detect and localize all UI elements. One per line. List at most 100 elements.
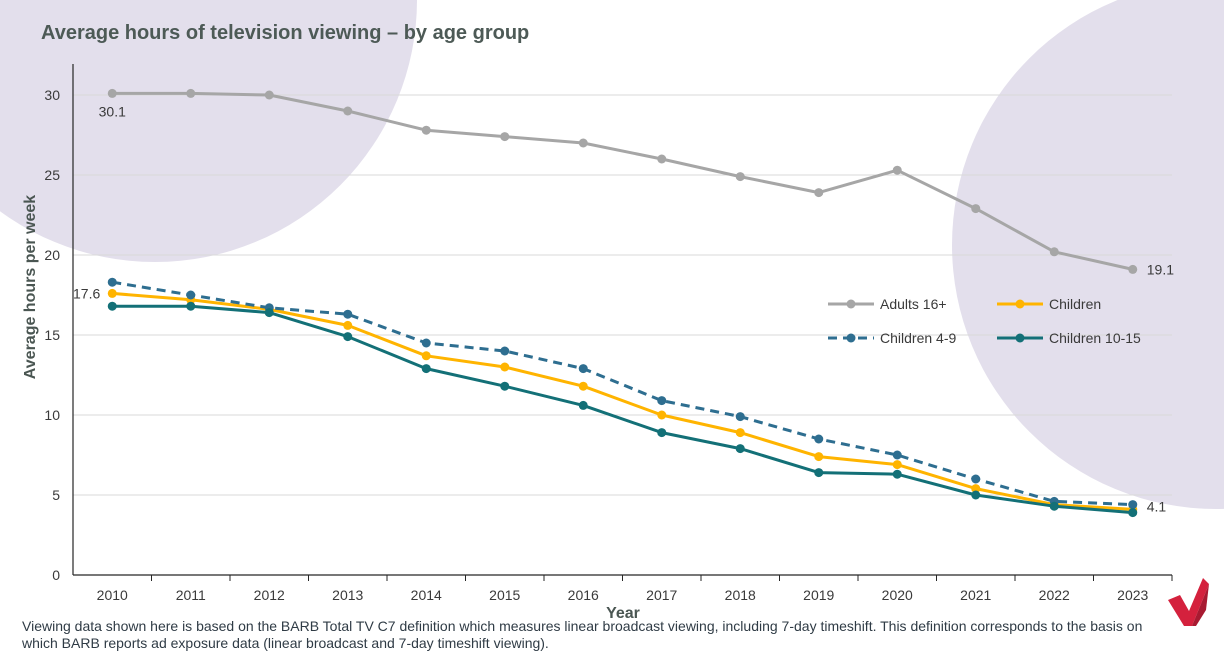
- legend-item: Children 10-15: [997, 330, 1141, 346]
- data-point: [657, 154, 667, 164]
- series-line-children-4-9: [112, 280, 1133, 507]
- y-tick-label: 10: [44, 407, 60, 423]
- y-tick-label: 25: [44, 167, 60, 183]
- data-point: [186, 301, 196, 311]
- data-point: [578, 400, 588, 410]
- data-point: [971, 474, 981, 484]
- data-point: [657, 396, 667, 406]
- y-tick-label: 20: [44, 247, 60, 263]
- y-tick-label: 0: [52, 567, 60, 583]
- series-line-adults-16-: [112, 91, 1134, 271]
- data-point: [578, 364, 588, 374]
- legend-marker: [846, 333, 856, 343]
- x-tick-label: 2020: [882, 587, 913, 603]
- data-point: [107, 88, 117, 98]
- y-tick-label: 30: [44, 87, 60, 103]
- data-point: [343, 320, 353, 330]
- data-point: [1049, 501, 1059, 511]
- y-tick-labels: 0 5 10 15 20 25 30: [44, 87, 60, 583]
- data-point: [186, 88, 196, 98]
- legend-item: Children 4-9: [828, 330, 956, 346]
- data-point: [892, 165, 902, 175]
- y-tick-label: 15: [44, 327, 60, 343]
- x-tick-label: 2011: [176, 587, 206, 603]
- data-label: 19.1: [1147, 261, 1174, 277]
- legend-marker: [1015, 299, 1025, 309]
- chart-title: Average hours of television viewing – by…: [41, 22, 529, 44]
- x-tick-label: 2019: [803, 587, 834, 603]
- x-tick-label: 2013: [332, 587, 363, 603]
- data-point: [1128, 508, 1138, 518]
- data-point: [421, 351, 431, 361]
- data-point: [343, 106, 353, 116]
- x-tick-label: 2015: [489, 587, 520, 603]
- legend-item: Children: [997, 296, 1101, 312]
- brand-check-icon: [1168, 578, 1209, 626]
- x-tick-labels: 2010 2011 2012 2013 2014 2015 2016 2017 2018 2019…: [97, 575, 1173, 603]
- legend-label: Adults 16+: [880, 296, 947, 312]
- data-point: [343, 332, 353, 342]
- data-point: [421, 364, 431, 374]
- x-tick-label: 2016: [568, 587, 599, 603]
- y-axis-title: Average hours per week: [22, 195, 39, 379]
- data-point: [657, 410, 667, 420]
- data-point: [107, 288, 117, 298]
- x-tick-label: 2022: [1039, 587, 1070, 603]
- data-point: [892, 460, 902, 470]
- data-point: [264, 90, 274, 100]
- x-tick-label: 2010: [97, 587, 128, 603]
- data-point: [657, 428, 667, 438]
- background-circle-left: [0, 0, 417, 262]
- data-point: [107, 277, 117, 287]
- data-point: [578, 138, 588, 148]
- legend-label: Children: [1049, 296, 1101, 312]
- legend: Adults 16+ Children Children 4-9 Children 1…: [828, 296, 1141, 346]
- data-point: [814, 452, 824, 462]
- data-point: [186, 290, 196, 300]
- x-tick-label: 2021: [960, 587, 991, 603]
- legend-label: Children 10-15: [1049, 330, 1141, 346]
- footnote: Viewing data shown here is based on the …: [22, 618, 1143, 651]
- data-point: [892, 469, 902, 479]
- data-point: [971, 204, 981, 214]
- x-tick-label: 2017: [646, 587, 677, 603]
- data-labels: 30.1 19.1 17.6 4.1: [73, 103, 1174, 514]
- data-point: [1128, 264, 1138, 274]
- legend-marker: [846, 299, 856, 309]
- y-tick-label: 5: [52, 487, 60, 503]
- x-tick-label: 2012: [254, 587, 285, 603]
- data-point: [500, 132, 510, 142]
- data-point: [735, 412, 745, 422]
- data-point: [500, 346, 510, 356]
- data-point: [971, 490, 981, 500]
- data-label: 4.1: [1147, 498, 1167, 514]
- data-point: [500, 381, 510, 391]
- data-point: [1049, 247, 1059, 257]
- data-point: [892, 450, 902, 460]
- legend-item: Adults 16+: [828, 296, 947, 312]
- series-line-children-10-15: [112, 304, 1133, 515]
- data-label: 17.6: [73, 285, 100, 301]
- series-group: [107, 88, 1138, 518]
- data-point: [107, 301, 117, 311]
- data-point: [500, 362, 510, 372]
- data-point: [343, 309, 353, 319]
- data-point: [814, 188, 824, 198]
- x-tick-label: 2018: [725, 587, 756, 603]
- data-point: [814, 434, 824, 444]
- data-point: [735, 444, 745, 454]
- background-circle-right: [952, 0, 1224, 509]
- legend-marker: [1015, 333, 1025, 343]
- data-point: [421, 125, 431, 135]
- x-axis-title: Year: [606, 605, 640, 622]
- data-point: [1128, 500, 1138, 510]
- data-point: [814, 468, 824, 478]
- data-point: [971, 484, 981, 494]
- x-tick-label: 2023: [1117, 587, 1148, 603]
- data-point: [735, 172, 745, 182]
- legend-label: Children 4-9: [880, 330, 956, 346]
- data-point: [421, 338, 431, 348]
- data-point: [264, 308, 274, 318]
- data-point: [735, 428, 745, 438]
